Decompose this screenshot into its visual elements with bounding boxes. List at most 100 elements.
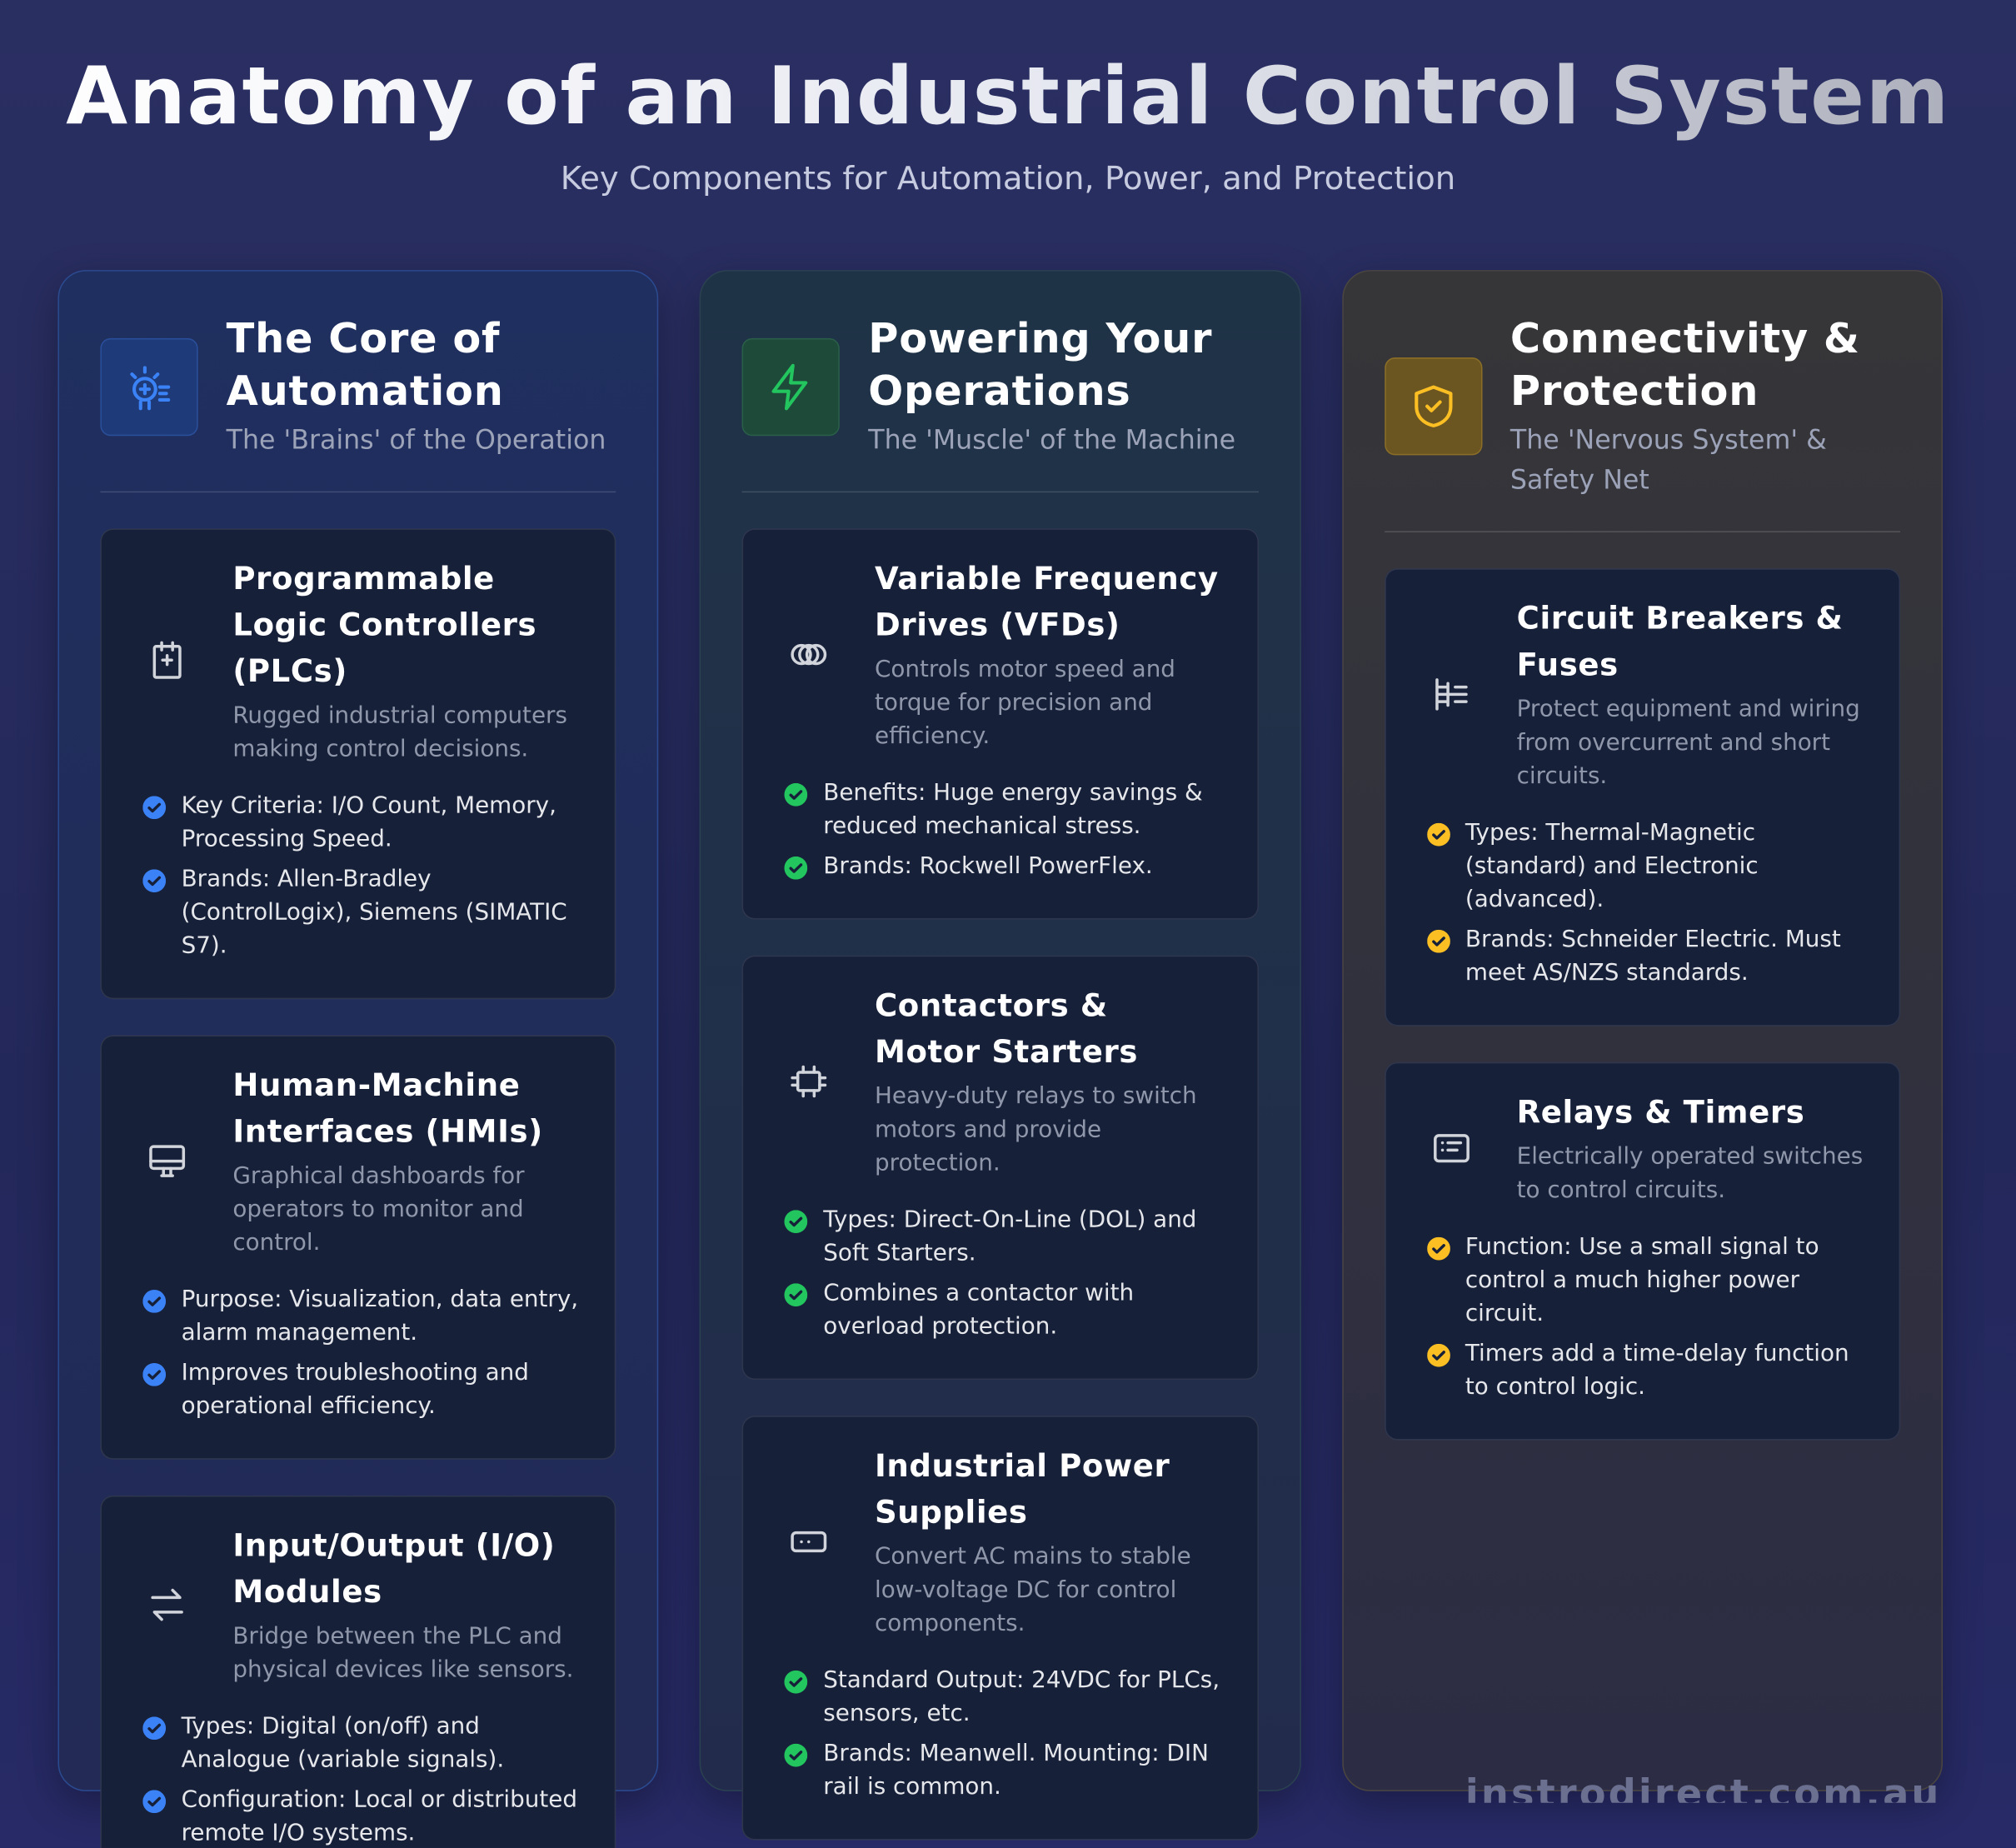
- point-text: Key Criteria: I/O Count, Memory, Process…: [181, 792, 556, 853]
- card-title: Human-Machine Interfaces (HMIs): [232, 1066, 543, 1150]
- point-text: Brands: Schneider Electric. Must meet AS…: [1465, 926, 1841, 986]
- check-svg: [1426, 822, 1450, 847]
- point-list: Function: Use a small signal to control …: [1425, 1231, 1864, 1404]
- check-svg: [142, 1716, 167, 1741]
- card-glyph: [145, 1139, 188, 1182]
- check-icon: [782, 1204, 823, 1271]
- check-svg: [1426, 1236, 1450, 1261]
- check-svg: [142, 796, 167, 820]
- card-glyph: [787, 1520, 831, 1563]
- card-header: Input/Output (I/O) Modules Bridge between…: [140, 1522, 579, 1687]
- card-text: Relays & Timers Electrically operated swi…: [1517, 1089, 1864, 1207]
- column-glyph: [1407, 381, 1459, 432]
- point: Function: Use a small signal to control …: [1425, 1231, 1864, 1331]
- card-title: Input/Output (I/O) Modules: [232, 1527, 556, 1611]
- check-icon: [140, 1711, 181, 1777]
- point-text: Improves troubleshooting and operational…: [181, 1359, 529, 1420]
- check-svg: [784, 1670, 808, 1694]
- card-glyph-svg: [149, 1145, 186, 1177]
- card-description: Heavy-duty relays to switch motors and p…: [874, 1082, 1197, 1177]
- card-glyph-svg: [1433, 1134, 1470, 1163]
- check-icon: [1425, 817, 1465, 917]
- point-list: Types: Direct-On-Line (DOL) and Soft Sta…: [782, 1204, 1221, 1344]
- column-heading: The Core of Automation The 'Brains' of th…: [227, 312, 616, 460]
- point: Types: Thermal-Magnetic (standard) and E…: [1425, 817, 1864, 917]
- check-icon: [782, 777, 823, 843]
- check-icon: [782, 1664, 823, 1731]
- card-header: Contactors & Motor Starters Heavy-duty re…: [782, 982, 1221, 1181]
- column-title: Powering Your Operations: [868, 313, 1213, 416]
- card-description: Protect equipment and wiring from overcu…: [1516, 695, 1860, 790]
- card-glyph: [787, 1060, 831, 1103]
- column-header: Powering Your Operations The 'Muscle' of …: [742, 312, 1259, 493]
- card-icon: [782, 1060, 836, 1103]
- check-svg: [1426, 929, 1450, 953]
- check-icon: [782, 1737, 823, 1804]
- point-text: Standard Output: 24VDC for PLCs, sensors…: [823, 1666, 1220, 1727]
- card-description: Electrically operated switches to contro…: [1516, 1143, 1864, 1204]
- point: Brands: Meanwell. Mounting: DIN rail is …: [782, 1737, 1221, 1804]
- point-list: Types: Digital (on/off) and Analogue (va…: [140, 1711, 579, 1848]
- card-glyph-svg: [791, 643, 827, 666]
- point-text: Brands: Meanwell. Mounting: DIN rail is …: [823, 1740, 1209, 1801]
- card: Variable Frequency Drives (VFDs) Controls…: [742, 528, 1259, 920]
- card-icon: [1425, 1126, 1479, 1170]
- column: Connectivity & Protection The 'Nervous Sy…: [1341, 270, 1944, 1791]
- check-svg: [784, 1283, 808, 1307]
- card-text: Input/Output (I/O) Modules Bridge between…: [232, 1522, 579, 1687]
- point: Benefits: Huge energy savings & reduced …: [782, 777, 1221, 843]
- check-svg: [784, 1743, 808, 1767]
- point: Standard Output: 24VDC for PLCs, sensors…: [782, 1664, 1221, 1731]
- column-header: The Core of Automation The 'Brains' of th…: [100, 312, 616, 493]
- check-svg: [784, 782, 808, 807]
- card-title: Variable Frequency Drives (VFDs): [874, 560, 1219, 643]
- card-icon: [140, 1583, 194, 1626]
- column-title: Connectivity & Protection: [1510, 313, 1860, 416]
- point-list: Types: Thermal-Magnetic (standard) and E…: [1425, 817, 1864, 990]
- check-svg: [784, 856, 808, 880]
- column-subtitle: The 'Brains' of the Operation: [226, 424, 606, 456]
- card: Circuit Breakers & Fuses Protect equipmen…: [1384, 568, 1901, 1026]
- check-icon: [1425, 923, 1465, 990]
- card-text: Human-Machine Interfaces (HMIs) Graphical…: [232, 1062, 579, 1261]
- point: Brands: Rockwell PowerFlex.: [782, 850, 1221, 883]
- point-text: Configuration: Local or distributed remo…: [181, 1786, 578, 1847]
- card-description: Bridge between the PLC and physical devi…: [232, 1622, 574, 1684]
- point: Combines a contactor with overload prote…: [782, 1277, 1221, 1344]
- point-list: Benefits: Huge energy savings & reduced …: [782, 777, 1221, 883]
- card-header: Relays & Timers Electrically operated swi…: [1425, 1089, 1864, 1207]
- check-icon: [140, 1784, 181, 1848]
- card-title: Circuit Breakers & Fuses: [1516, 600, 1844, 683]
- check-icon: [1425, 1337, 1465, 1404]
- card-icon: [140, 639, 194, 682]
- card: Human-Machine Interfaces (HMIs) Graphical…: [100, 1035, 616, 1460]
- card-glyph-svg: [791, 1531, 827, 1553]
- subtitle: Key Components for Automation, Power, an…: [560, 159, 1456, 197]
- card-icon: [140, 1139, 194, 1182]
- column: The Core of Automation The 'Brains' of th…: [57, 270, 659, 1848]
- card-header: Human-Machine Interfaces (HMIs) Graphical…: [140, 1062, 579, 1261]
- card-header: Circuit Breakers & Fuses Protect equipmen…: [1425, 596, 1864, 794]
- point-text: Types: Direct-On-Line (DOL) and Soft Sta…: [823, 1206, 1197, 1267]
- card-description: Graphical dashboards for operators to mo…: [232, 1162, 525, 1256]
- column-icon: [1384, 357, 1482, 456]
- column-subtitle: The 'Muscle' of the Machine: [868, 424, 1236, 456]
- column-glyph: [766, 361, 817, 412]
- column-glyph-svg: [1414, 385, 1452, 427]
- card-glyph: [145, 1583, 188, 1626]
- point-text: Benefits: Huge energy savings & reduced …: [823, 779, 1203, 840]
- point: Purpose: Visualization, data entry, alar…: [140, 1283, 579, 1350]
- card: Input/Output (I/O) Modules Bridge between…: [100, 1495, 616, 1848]
- check-svg: [784, 1210, 808, 1234]
- point: Improves troubleshooting and operational…: [140, 1356, 579, 1423]
- card-icon: [1425, 672, 1479, 716]
- card-text: Industrial Power Supplies Convert AC main…: [875, 1443, 1221, 1641]
- point-list: Key Criteria: I/O Count, Memory, Process…: [140, 790, 579, 963]
- title: Anatomy of an Industrial Control System: [0, 49, 2016, 143]
- card-header: Programmable Logic Controllers (PLCs) Rug…: [140, 556, 579, 767]
- point: Key Criteria: I/O Count, Memory, Process…: [140, 790, 579, 857]
- card: Programmable Logic Controllers (PLCs) Rug…: [100, 528, 616, 1000]
- card-description: Rugged industrial computers making contr…: [232, 702, 567, 763]
